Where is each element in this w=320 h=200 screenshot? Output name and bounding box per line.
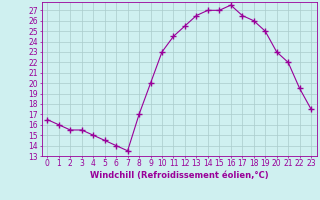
X-axis label: Windchill (Refroidissement éolien,°C): Windchill (Refroidissement éolien,°C) — [90, 171, 268, 180]
